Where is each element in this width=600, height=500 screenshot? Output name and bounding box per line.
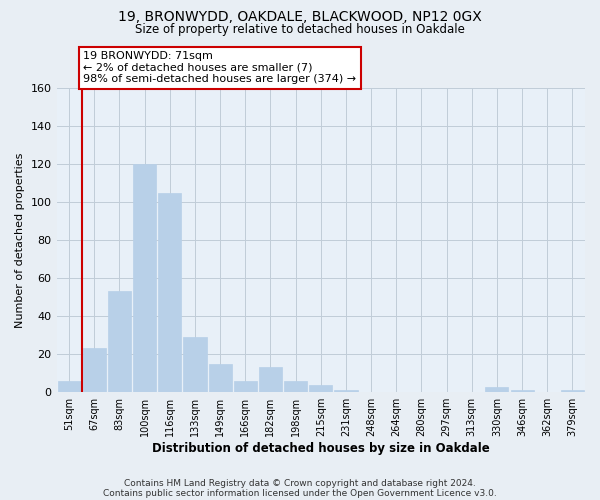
Text: 19, BRONWYDD, OAKDALE, BLACKWOOD, NP12 0GX: 19, BRONWYDD, OAKDALE, BLACKWOOD, NP12 0… [118, 10, 482, 24]
Y-axis label: Number of detached properties: Number of detached properties [15, 152, 25, 328]
Bar [58, 381, 80, 392]
Bar [158, 192, 181, 392]
Bar [485, 386, 508, 392]
Bar [284, 381, 307, 392]
Bar [209, 364, 232, 392]
Bar [334, 390, 358, 392]
Bar [561, 390, 584, 392]
Bar [259, 368, 282, 392]
Bar [309, 384, 332, 392]
Text: Contains public sector information licensed under the Open Government Licence v3: Contains public sector information licen… [103, 488, 497, 498]
Bar [184, 337, 206, 392]
Bar [234, 381, 257, 392]
Bar [133, 164, 156, 392]
Text: Contains HM Land Registry data © Crown copyright and database right 2024.: Contains HM Land Registry data © Crown c… [124, 478, 476, 488]
Text: Size of property relative to detached houses in Oakdale: Size of property relative to detached ho… [135, 22, 465, 36]
Bar [511, 390, 533, 392]
X-axis label: Distribution of detached houses by size in Oakdale: Distribution of detached houses by size … [152, 442, 490, 455]
Text: 19 BRONWYDD: 71sqm
← 2% of detached houses are smaller (7)
98% of semi-detached : 19 BRONWYDD: 71sqm ← 2% of detached hous… [83, 51, 356, 84]
Bar [108, 292, 131, 392]
Bar [83, 348, 106, 392]
